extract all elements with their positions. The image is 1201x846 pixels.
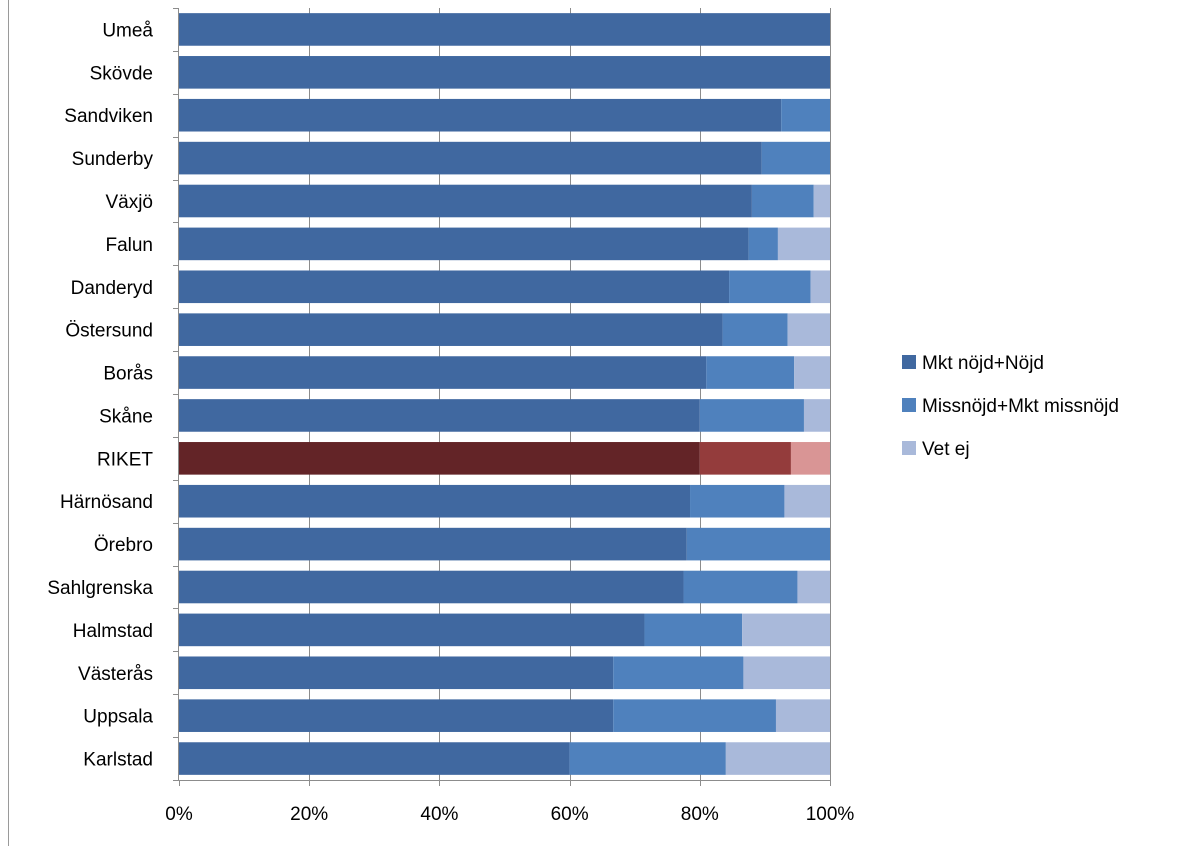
- bar-segment: [179, 13, 830, 46]
- legend-label: Vet ej: [922, 439, 970, 460]
- bar-segment: [781, 98, 830, 132]
- bar-segment: [813, 184, 830, 218]
- x-tick-label: 60%: [551, 804, 589, 825]
- bar-segment: [179, 613, 645, 647]
- bar-segment: [803, 399, 830, 432]
- bar-segment: [179, 399, 700, 432]
- category-label: Härnösand: [60, 492, 153, 513]
- category-label: Sunderby: [72, 149, 154, 170]
- category-label: Uppsala: [83, 707, 153, 728]
- legend-label: Missnöjd+Mkt missnöjd: [922, 396, 1119, 417]
- bar-segment: [706, 356, 795, 389]
- bar-segment: [787, 313, 830, 346]
- legend-swatch: [902, 398, 916, 412]
- gridlines: [309, 8, 831, 780]
- category-label: Västerås: [78, 664, 153, 685]
- legend-label: Mkt nöjd+Nöjd: [922, 353, 1044, 374]
- bar-segment: [686, 527, 830, 561]
- category-label: Halmstad: [73, 621, 153, 642]
- bar-segment: [761, 141, 830, 175]
- legend-swatch: [902, 355, 916, 369]
- axes: [173, 8, 831, 786]
- bar-segment: [613, 699, 776, 732]
- bar-segment: [179, 699, 614, 732]
- category-label: Skövde: [90, 63, 153, 84]
- bar-segment: [179, 270, 730, 304]
- bar-segment: [179, 227, 749, 261]
- category-label: Sandviken: [64, 106, 153, 127]
- bar-segment: [179, 570, 684, 604]
- category-label: Örebro: [94, 535, 153, 556]
- bar-segment: [742, 613, 830, 647]
- category-label: Danderyd: [71, 278, 153, 299]
- bar-segment: [179, 656, 614, 690]
- bar-segment: [179, 56, 830, 89]
- bar-segment: [179, 184, 752, 218]
- bar-segment: [729, 270, 811, 304]
- x-tick-label: 40%: [420, 804, 458, 825]
- category-label: Borås: [103, 364, 153, 385]
- category-label: Falun: [105, 235, 153, 256]
- bar-area: [179, 13, 830, 775]
- bar-segment: [179, 98, 782, 132]
- category-label: Karlstad: [83, 750, 153, 771]
- bar-segment: [179, 356, 707, 389]
- bar-segment: [569, 742, 726, 775]
- bar-segment: [794, 356, 830, 389]
- bar-segment: [743, 656, 830, 690]
- bar-segment: [699, 399, 804, 432]
- bar-segment: [179, 313, 723, 346]
- bar-segment: [699, 442, 791, 475]
- x-tick-label: 0%: [165, 804, 193, 825]
- category-label: Skåne: [99, 406, 153, 427]
- bar-segment: [810, 270, 830, 304]
- category-labels: Umeå Skövde Sandviken Sunderby Växjö Falun Dan…: [47, 20, 153, 770]
- bar-segment: [775, 699, 830, 732]
- bar-segment: [179, 484, 691, 518]
- bar-segment: [683, 570, 798, 604]
- category-label: Växjö: [105, 192, 153, 213]
- bar-segment: [725, 742, 830, 775]
- category-label: Umeå: [102, 20, 153, 41]
- x-tick-labels: 0% 20% 40% 60% 80% 100%: [165, 804, 854, 825]
- bar-segment: [784, 484, 830, 518]
- x-tick-label: 80%: [681, 804, 719, 825]
- category-label: Östersund: [65, 321, 153, 342]
- x-tick-label: 20%: [290, 804, 328, 825]
- bar-segment: [797, 570, 830, 604]
- bar-segment: [179, 442, 700, 475]
- bar-segment: [179, 742, 570, 775]
- bar-segment: [179, 141, 762, 175]
- bar-segment: [179, 527, 687, 561]
- bar-segment: [748, 227, 778, 261]
- category-label: RIKET: [97, 449, 153, 470]
- bar-segment: [722, 313, 788, 346]
- legend: Mkt nöjd+Nöjd Missnöjd+Mkt missnöjd Vet ej: [902, 353, 1119, 460]
- x-tick-label: 100%: [806, 804, 855, 825]
- category-label: Sahlgrenska: [47, 578, 153, 599]
- bar-segment: [613, 656, 744, 690]
- bar-segment: [751, 184, 814, 218]
- bar-segment: [644, 613, 743, 647]
- bar-segment: [690, 484, 785, 518]
- legend-swatch: [902, 441, 916, 455]
- bar-segment: [777, 227, 830, 261]
- bar-segment: [790, 442, 830, 475]
